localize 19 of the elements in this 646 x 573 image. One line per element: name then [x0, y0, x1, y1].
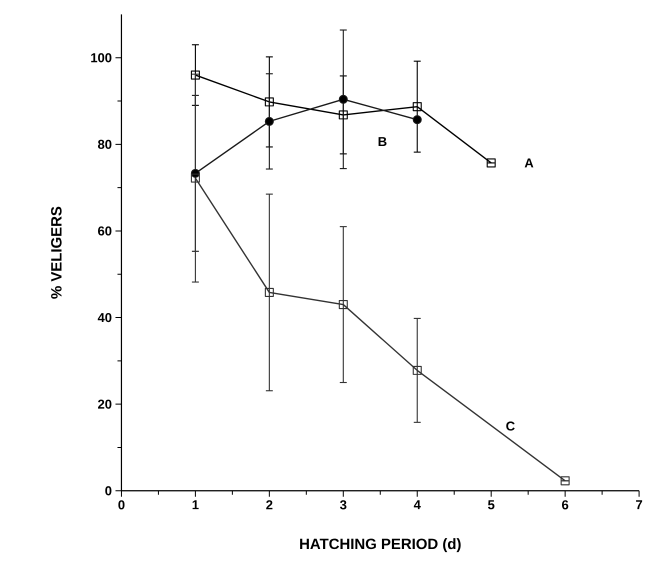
x-tick-label: 6 [562, 500, 568, 510]
x-tick-label: 3 [340, 500, 346, 510]
y-tick-label: 20 [98, 399, 112, 409]
x-tick-label: 5 [488, 500, 494, 510]
x-tick-label: 7 [636, 500, 642, 509]
text: A [524, 158, 534, 168]
x-tick-label: 2 [266, 500, 272, 510]
y-tick-label: 0 [105, 486, 112, 496]
series-label: C [506, 421, 515, 430]
series-label: B [378, 136, 386, 146]
x-axis-title: HATCHING PERIOD (d) [300, 538, 461, 552]
y-tick-label: 100 [91, 52, 112, 62]
x-tick-label: 1 [192, 500, 199, 509]
y-tick-label: 40 [98, 312, 112, 322]
x-tick-label: 0 [118, 500, 125, 510]
x-tick-label: 4 [414, 500, 421, 509]
y-tick-label: 80 [98, 140, 112, 149]
y-tick-label: 60 [98, 226, 112, 236]
y-axis-title: % VELIGERS [51, 206, 62, 299]
